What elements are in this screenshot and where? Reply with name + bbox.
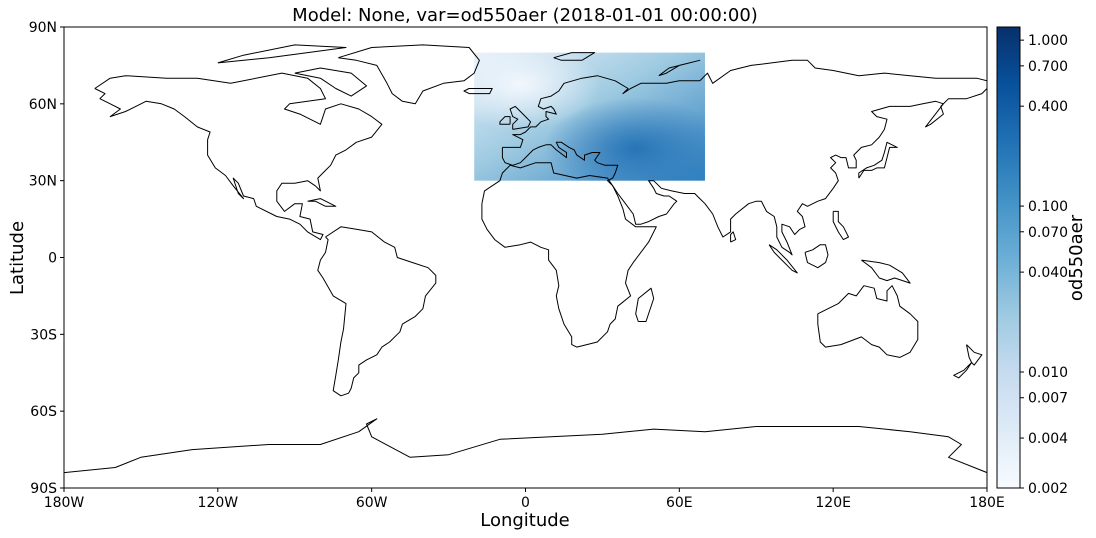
colorbar-ramp — [996, 26, 1021, 489]
coastline-north-america — [94, 72, 383, 241]
coastline-africa — [481, 162, 657, 348]
x-tick-label: 60E — [666, 495, 693, 511]
colorbar-tick-label: 0.010 — [1028, 365, 1068, 381]
coastline-svalbard — [553, 52, 596, 61]
coastline-south-america — [317, 226, 437, 397]
x-tick-label: 60W — [356, 495, 388, 511]
x-tick-label: 180E — [969, 495, 1005, 511]
y-tick-label: 60N — [29, 97, 57, 113]
coastline-japan — [858, 141, 898, 179]
colorbar-tick-label: 0.002 — [1028, 481, 1068, 497]
coastline-sri-lanka — [730, 231, 737, 243]
coastline-new-guinea — [861, 259, 911, 284]
coastlines — [64, 44, 987, 474]
y-tick-label: 30S — [30, 327, 57, 343]
colorbar-ticks: 0.002 0.004 0.007 0.010 0.040 0.070 0.100 0.400… — [1020, 33, 1068, 497]
x-tick-label: 120W — [198, 495, 239, 511]
coastline-baffin — [294, 67, 367, 97]
colorbar: 0.002 0.004 0.007 0.010 0.040 0.070 0.100 0.400… — [996, 26, 1087, 497]
coastline-sumatra — [768, 244, 798, 274]
colorbar-tick-label: 0.700 — [1028, 59, 1068, 75]
colorbar-tick-label: 0.100 — [1028, 199, 1068, 215]
x-tick-label: 120E — [815, 495, 851, 511]
colorbar-tick-label: 1.000 — [1028, 33, 1068, 49]
colorbar-tick-label: 0.400 — [1028, 99, 1068, 115]
colorbar-tick-label: 0.004 — [1028, 431, 1068, 447]
x-tick-label: 0 — [521, 495, 530, 511]
coastline-greenland — [338, 44, 480, 105]
coastline-australia — [817, 285, 919, 358]
y-tick-label: 60S — [30, 404, 57, 420]
coastline-ireland — [499, 116, 511, 125]
x-axis: 180W 120W 60W 0 60E 120E 180E — [44, 488, 1005, 511]
coastline-borneo — [804, 244, 829, 269]
coastline-arctic-archipelago — [217, 44, 347, 64]
coastline-novaya-zemlya — [658, 59, 701, 77]
plot-area — [63, 26, 988, 489]
coastline-antarctica — [64, 418, 987, 474]
chart-title: Model: None, var=od550aer (2018-01-01 00… — [292, 5, 758, 26]
coastline-madagascar — [635, 287, 655, 322]
y-axis-label: Latitude — [7, 221, 28, 295]
y-tick-label: 0 — [48, 251, 57, 267]
aerosol-field — [474, 52, 705, 181]
x-tick-label: 180W — [44, 495, 85, 511]
y-axis: 90N 60N 30N 0 30S 60S 90S — [29, 20, 64, 497]
coastline-cuba — [307, 198, 337, 207]
colorbar-label: od550aer — [1066, 214, 1087, 301]
y-tick-label: 90S — [30, 481, 57, 497]
coastline-iceland — [463, 88, 493, 95]
coastline-eurasia — [501, 59, 987, 256]
x-axis-label: Longitude — [480, 510, 570, 531]
colorbar-tick-label: 0.007 — [1028, 391, 1068, 407]
coastline-british-isles — [509, 105, 532, 130]
coastline-new-zealand — [953, 344, 983, 379]
coastline-philippines — [832, 210, 849, 241]
y-tick-label: 30N — [29, 174, 57, 190]
colorbar-tick-label: 0.070 — [1028, 225, 1068, 241]
y-tick-label: 90N — [29, 20, 57, 36]
colorbar-tick-label: 0.040 — [1028, 265, 1068, 281]
